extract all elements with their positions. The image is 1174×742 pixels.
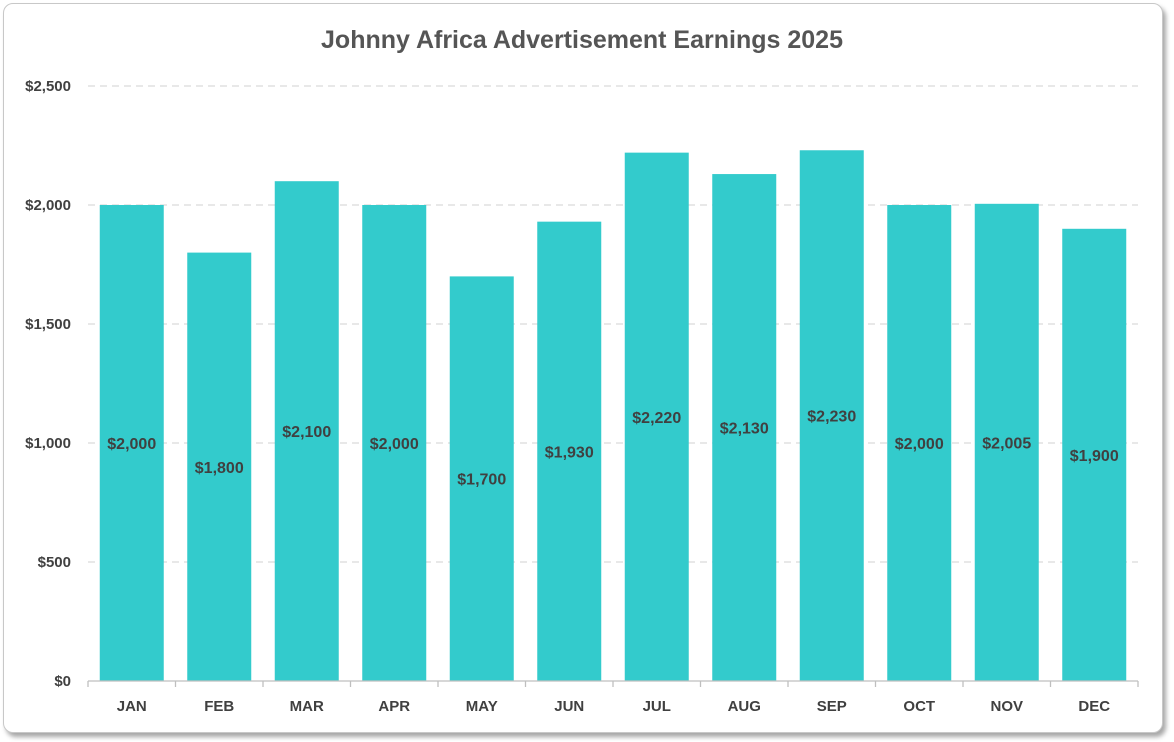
x-tick-label: MAR bbox=[290, 698, 324, 715]
bar-dec bbox=[1062, 228, 1127, 682]
bar-may bbox=[449, 276, 514, 681]
x-axis-tick-labels: JAN FEB MAR APR MAY JUN JUL AUG SEP OCT NOV DEC bbox=[117, 698, 1111, 715]
x-tick-label: OCT bbox=[903, 698, 935, 715]
chart-title: Johnny Africa Advertisement Earnings 202… bbox=[321, 26, 843, 54]
x-tick-label: JUL bbox=[643, 698, 671, 715]
y-axis-tick-labels: $0 $500 $1,000 $1,500 $2,000 $2,500 bbox=[25, 78, 71, 690]
x-tick-label: AUG bbox=[728, 698, 761, 715]
bar-nov bbox=[974, 203, 1039, 681]
data-label: $2,230 bbox=[807, 409, 856, 426]
bar-aug bbox=[712, 174, 777, 681]
data-label: $2,000 bbox=[370, 436, 419, 453]
y-tick-label: $2,000 bbox=[25, 197, 71, 214]
bar-feb bbox=[187, 252, 252, 681]
bar-oct bbox=[887, 205, 952, 681]
x-tick-label: SEP bbox=[817, 698, 847, 715]
data-label: $2,005 bbox=[982, 435, 1031, 452]
x-tick-label: MAY bbox=[466, 698, 498, 715]
data-label: $2,100 bbox=[282, 424, 331, 441]
data-label: $1,700 bbox=[457, 472, 506, 489]
data-labels: $2,000 $1,800 $2,100 $2,000 $1,700 $1,930 $2,2… bbox=[107, 409, 1119, 489]
y-tick-label: $2,500 bbox=[25, 78, 71, 95]
data-label: $1,900 bbox=[1070, 448, 1119, 465]
x-tick-label: DEC bbox=[1078, 698, 1110, 715]
bar-mar bbox=[274, 181, 339, 681]
y-tick-label: $1,000 bbox=[25, 435, 71, 452]
y-tick-label: $500 bbox=[38, 554, 71, 571]
x-tick-label: FEB bbox=[204, 698, 234, 715]
gridlines bbox=[88, 85, 1138, 563]
bars bbox=[99, 150, 1127, 682]
data-label: $2,000 bbox=[107, 436, 156, 453]
bar-jan bbox=[99, 205, 164, 681]
x-tick-label: APR bbox=[378, 698, 410, 715]
data-label: $2,130 bbox=[720, 421, 769, 438]
x-axis bbox=[87, 680, 1139, 687]
data-label: $1,930 bbox=[545, 444, 594, 461]
bar-jul bbox=[624, 152, 689, 681]
data-label: $1,800 bbox=[195, 460, 244, 477]
x-tick-label: JUN bbox=[554, 698, 584, 715]
bar-jun bbox=[537, 221, 602, 681]
x-tick-label: JAN bbox=[117, 698, 147, 715]
x-tick-label: NOV bbox=[990, 698, 1023, 715]
bar-apr bbox=[362, 205, 427, 681]
bar-sep bbox=[799, 150, 864, 681]
data-label: $2,000 bbox=[895, 436, 944, 453]
y-tick-label: $0 bbox=[54, 673, 71, 690]
data-label: $2,220 bbox=[632, 410, 681, 427]
y-tick-label: $1,500 bbox=[25, 316, 71, 333]
